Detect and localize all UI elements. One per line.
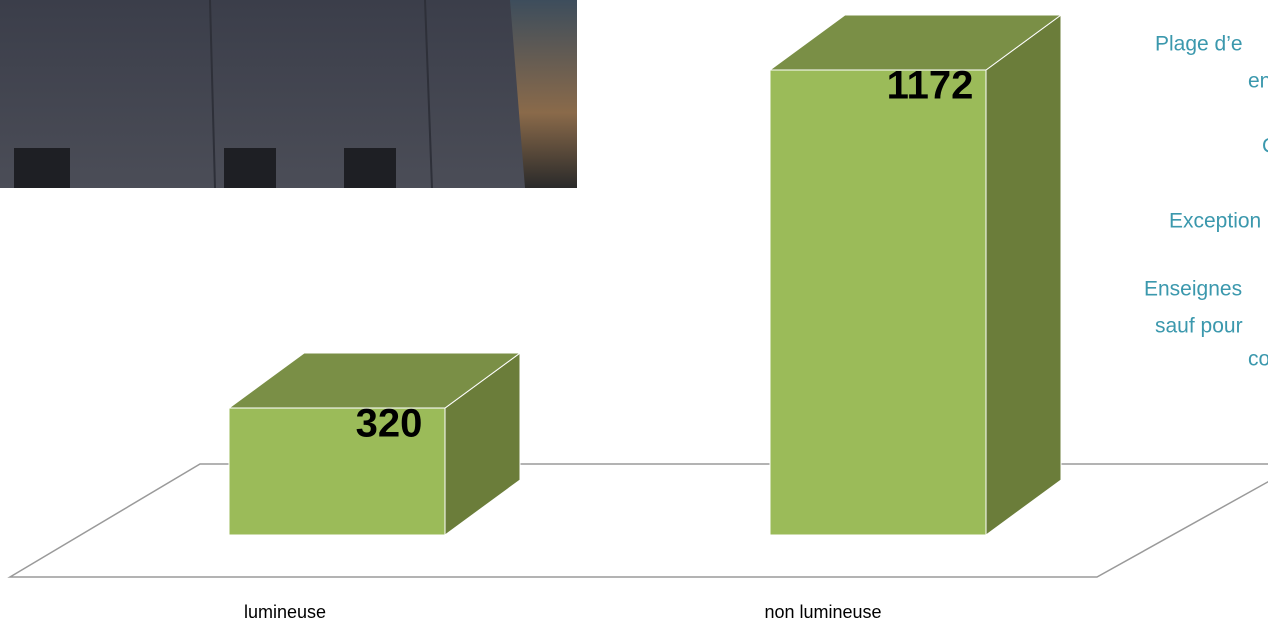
value-label: 320 bbox=[356, 402, 423, 446]
side-text-line: sauf pour bbox=[1155, 315, 1243, 338]
side-text-line: en bbox=[1248, 70, 1268, 93]
side-text-line: co bbox=[1248, 348, 1268, 371]
side-text-line: C bbox=[1262, 135, 1268, 158]
photo bbox=[0, 0, 577, 188]
category-label: lumineuse bbox=[244, 602, 326, 622]
slide: Plage d’een C Exception Enseignes sauf pourc… bbox=[0, 0, 1268, 623]
side-text-line: Plage d’e bbox=[1155, 33, 1243, 56]
page: {"chart_data": {"type": "bar3d", "catego… bbox=[0, 0, 1268, 623]
side-text-line: Exception bbox=[1169, 210, 1261, 233]
floor bbox=[10, 464, 1268, 577]
category-label: non lumineuse bbox=[764, 602, 881, 622]
value-label: 1172 bbox=[887, 64, 974, 108]
side-text-line: Enseignes bbox=[1144, 278, 1242, 301]
bar-side bbox=[986, 15, 1061, 535]
bar-front bbox=[770, 70, 986, 535]
side-text: Plage d’een C Exception Enseignes sauf pourc… bbox=[1144, 33, 1268, 371]
